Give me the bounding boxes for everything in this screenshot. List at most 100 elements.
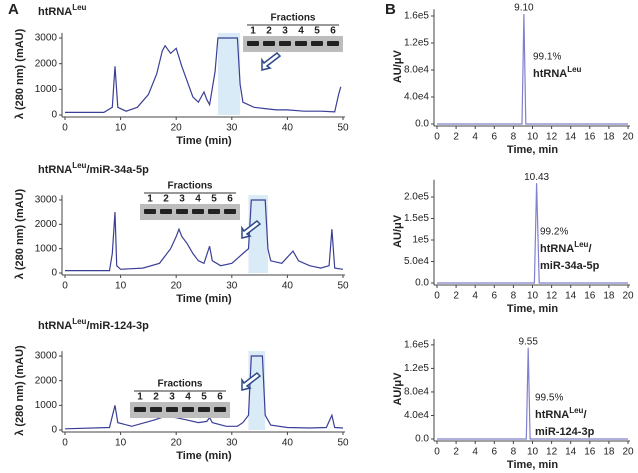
x-tick-label: 20: [171, 281, 183, 292]
lane-label: 1: [137, 392, 143, 403]
x-tick-label: 8: [511, 447, 517, 458]
lane-label: 4: [298, 26, 304, 37]
y-axis-label: AU/μV: [392, 372, 404, 406]
text-part: Leu: [72, 3, 86, 12]
y-tick-label: 1.6e5: [404, 11, 429, 22]
peak-label: 9.10: [514, 3, 534, 14]
highlight-band: [248, 195, 268, 273]
gel-band: [182, 407, 194, 412]
x-axis-label: Time, min: [507, 459, 558, 471]
y-axis-label: AU/μV: [392, 214, 404, 248]
arrow: [241, 372, 262, 391]
x-tick-label: 10: [527, 132, 539, 143]
x-tick-label: 14: [565, 447, 577, 458]
lane-label: 1: [147, 194, 153, 205]
y-tick-label: 1000: [35, 400, 58, 411]
x-tick-label: 8: [511, 291, 517, 302]
x-tick-label: 6: [492, 447, 498, 458]
x-tick-label: 30: [226, 281, 238, 292]
y-tick-label: 4.0e4: [404, 92, 429, 103]
y-tick-label: 4.0e4: [404, 410, 429, 421]
x-tick-label: 18: [603, 132, 615, 143]
y-tick-label: 1000: [35, 243, 58, 254]
gel-band: [311, 41, 323, 46]
peak-label: 9.55: [518, 336, 538, 347]
y-tick-label: 1.5e5: [404, 213, 429, 224]
x-tick-label: 6: [492, 132, 498, 143]
y-axis-label: λ (280 nm) (mAU): [14, 188, 26, 279]
y-tick-label: 2.0e5: [404, 192, 429, 203]
y-tick-label: 2000: [35, 375, 58, 386]
gel: [140, 204, 240, 220]
x-tick-label: 10: [115, 438, 127, 449]
y-tick-label: 0: [51, 425, 57, 436]
x-tick-label: 6: [492, 291, 498, 302]
y-tick-label: 2000: [35, 219, 58, 230]
text-part: miR-124-3p: [535, 426, 595, 438]
lane-label: 2: [153, 392, 159, 403]
label-text: htRNALeu/miR-124-3p: [38, 317, 149, 332]
lane-label: 4: [195, 194, 201, 205]
text-part: htRNA: [38, 164, 72, 176]
x-tick-label: 2: [453, 291, 459, 302]
x-tick-label: 0: [62, 281, 68, 292]
y-tick-label: 1.2e5: [404, 38, 429, 49]
gel-band: [134, 407, 146, 412]
x-tick-label: 50: [337, 281, 349, 292]
label-text: htRNALeu/miR-34a-5p: [38, 161, 149, 176]
label-text: htRNALeu: [533, 65, 582, 80]
purity: 99.1%: [533, 52, 561, 63]
inset-title: Fractions: [157, 379, 202, 390]
y-axis-label: AU/μV: [392, 49, 404, 83]
x-tick-label: 0: [434, 447, 440, 458]
y-tick-label: 1e5: [412, 235, 429, 246]
y-tick-label: 0.0: [415, 119, 429, 130]
y-axis-label: λ (280 nm) (mAU): [14, 345, 26, 436]
x-tick-label: 10: [115, 123, 127, 134]
y-tick-label: 0.0: [415, 278, 429, 289]
x-tick-label: 12: [546, 132, 558, 143]
x-tick-label: 16: [584, 132, 596, 143]
gel-band: [208, 209, 220, 214]
trace: [437, 183, 628, 284]
lane-label: 6: [227, 194, 233, 205]
trace: [65, 199, 344, 272]
x-tick-label: 18: [603, 447, 615, 458]
text-part: htRNA: [540, 243, 574, 255]
gel: [130, 402, 230, 418]
lane-label: 5: [314, 26, 320, 37]
label-text: miR-124-3p: [535, 426, 595, 438]
y-tick-label: 0: [51, 110, 57, 121]
x-tick-label: 20: [622, 132, 634, 143]
text-part: htRNA: [533, 68, 567, 80]
gel-band: [327, 41, 339, 46]
x-tick-label: 0: [434, 132, 440, 143]
panel-letter: A: [8, 1, 19, 18]
purity: 99.2%: [540, 227, 568, 238]
gel-band: [224, 209, 236, 214]
text-part: /miR-34a-5p: [86, 164, 149, 176]
label-text: htRNALeu: [38, 3, 87, 18]
gel-band: [144, 209, 156, 214]
x-tick-label: 20: [171, 438, 183, 449]
text-part: Leu: [569, 406, 583, 415]
text-part: Leu: [72, 161, 86, 170]
y-tick-label: 1.2e5: [404, 363, 429, 374]
x-axis-label: Time (min): [176, 293, 232, 305]
lane-label: 1: [250, 26, 256, 37]
gel-band: [295, 41, 307, 46]
text-part: /: [588, 243, 591, 255]
text-part: htRNA: [38, 6, 72, 18]
lane-label: 2: [266, 26, 272, 37]
gel-band: [214, 407, 226, 412]
gel-band: [176, 209, 188, 214]
text-part: /miR-124-3p: [86, 320, 149, 332]
x-tick-label: 20: [171, 123, 183, 134]
gel-band: [263, 41, 275, 46]
text-part: htRNA: [38, 320, 72, 332]
arrow: [241, 220, 262, 239]
x-tick-label: 30: [226, 438, 238, 449]
gel-band: [150, 407, 162, 412]
y-tick-label: 3000: [35, 33, 58, 44]
